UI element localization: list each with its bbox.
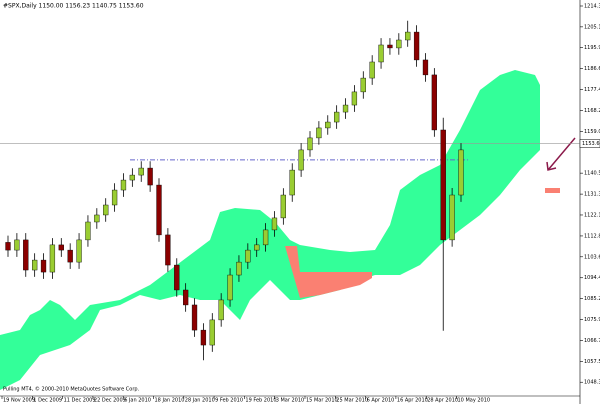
candle-body [191, 304, 198, 331]
candle-body [58, 244, 64, 251]
x-tick-label: 18 Jan 2010 [155, 398, 185, 404]
candle-body [156, 184, 162, 236]
candle-body [449, 194, 455, 241]
x-tick-label: 22 Dec 2009 [94, 398, 126, 404]
y-tick-label: 1177.45 [584, 87, 600, 93]
x-tick-label: 6 Apr 2010 [367, 398, 395, 404]
current-price-label: 1153.60 [582, 141, 600, 147]
candle-body [200, 329, 207, 346]
candle-body [236, 261, 242, 276]
candle-body [458, 149, 464, 196]
candle-body [413, 31, 420, 61]
y-tick-label: 1075.95 [584, 317, 600, 323]
x-tick-label: 28 Apr 2010 [427, 398, 458, 404]
candle-body [405, 31, 411, 41]
candle-body [111, 189, 118, 206]
candle-body [360, 77, 366, 93]
candle-body [85, 221, 91, 241]
candle-body [32, 259, 38, 271]
candle-body [298, 149, 304, 171]
y-tick-label: 1057.50 [584, 359, 600, 365]
candle-body [254, 244, 260, 251]
candle-body [271, 217, 278, 231]
candle-body [325, 121, 331, 129]
x-tick-label: 6 Jan 2010 [124, 398, 151, 404]
candle-body [245, 249, 251, 263]
x-tick-label: 19 Nov 2009 [3, 398, 35, 404]
x-tick-label: 3 Mar 2010 [276, 398, 305, 404]
candle-body [280, 194, 286, 219]
footer: Pulling MT4, © 2000-2010 MetaQuotes Soft… [3, 386, 140, 393]
x-tick-label: 19 Feb 2010 [245, 398, 276, 404]
y-tick-label: 1159.00 [584, 129, 600, 135]
candle-body [183, 289, 189, 306]
candle-body [351, 91, 358, 106]
ichimoku-cloud [0, 70, 560, 390]
candle-body [67, 249, 73, 263]
y-tick-label: 1048.30 [584, 380, 600, 386]
x-tick-label: 16 Apr 2010 [397, 398, 428, 404]
y-tick-label: 1094.40 [584, 275, 600, 281]
y-tick-label: 1168.20 [584, 108, 600, 114]
y-tick-label: 1122.10 [584, 212, 600, 218]
chart-title: #SPX,Daily 1150.00 1156.23 1140.75 1153.… [3, 3, 144, 10]
x-tick-label: 9 Feb 2010 [215, 398, 243, 404]
candle-body [342, 104, 349, 113]
x-tick-label: 25 Mar 2010 [336, 398, 368, 404]
candle-body [289, 169, 295, 196]
y-tick-label: 1131.30 [584, 192, 600, 198]
x-tick-label: 11 Dec 2009 [64, 398, 96, 404]
candle-body [209, 319, 215, 346]
candle-body [94, 214, 100, 223]
y-tick-label: 1195.90 [584, 45, 600, 51]
candle-body [227, 274, 233, 301]
y-tick-label: 1205.10 [584, 24, 600, 30]
candle-body [387, 44, 393, 49]
y-tick-label: 1085.20 [584, 296, 600, 302]
current-price-box [579, 139, 600, 148]
x-tick-label: 28 Jan 2010 [185, 398, 215, 404]
cloud-bearish-area [285, 246, 372, 298]
candle-body [174, 264, 180, 291]
candle-body [103, 204, 109, 216]
candle-body [334, 111, 340, 123]
y-tick-label: 1103.65 [584, 254, 600, 260]
candle-body [422, 59, 429, 76]
candle-body [307, 137, 313, 151]
x-tick-label: 10 May 2010 [458, 398, 491, 404]
candle-body [147, 167, 153, 186]
y-tick-label: 1214.30 [584, 4, 600, 10]
y-tick-label: 1112.85 [584, 233, 600, 239]
candle-body [165, 234, 171, 266]
candle-body [14, 239, 20, 251]
x-tick-label: 1 Dec 2009 [33, 398, 62, 404]
arrow-head [546, 161, 557, 171]
candle-body [369, 61, 375, 79]
x-tick-label: 15 Mar 2010 [306, 398, 338, 404]
candle-body [23, 239, 29, 271]
candle-body [40, 259, 47, 273]
candle-body [138, 167, 144, 176]
candle-body [262, 229, 269, 246]
y-tick-label: 1066.75 [584, 338, 600, 344]
candle-body [129, 174, 135, 181]
candle-body [440, 129, 446, 241]
y-tick-label: 1140.55 [584, 171, 600, 177]
candle-body [378, 44, 384, 63]
cloud-bearish-area [545, 188, 560, 193]
candle-body [49, 244, 56, 273]
y-tick-label: 1186.65 [584, 66, 600, 72]
candle-body [396, 39, 402, 49]
candle-body [76, 239, 82, 263]
candle-body [5, 242, 11, 251]
candle-body [218, 299, 224, 321]
candle-body [431, 74, 437, 131]
candle-body [120, 179, 127, 191]
candle-body [316, 127, 322, 139]
cloud-area [0, 70, 540, 390]
